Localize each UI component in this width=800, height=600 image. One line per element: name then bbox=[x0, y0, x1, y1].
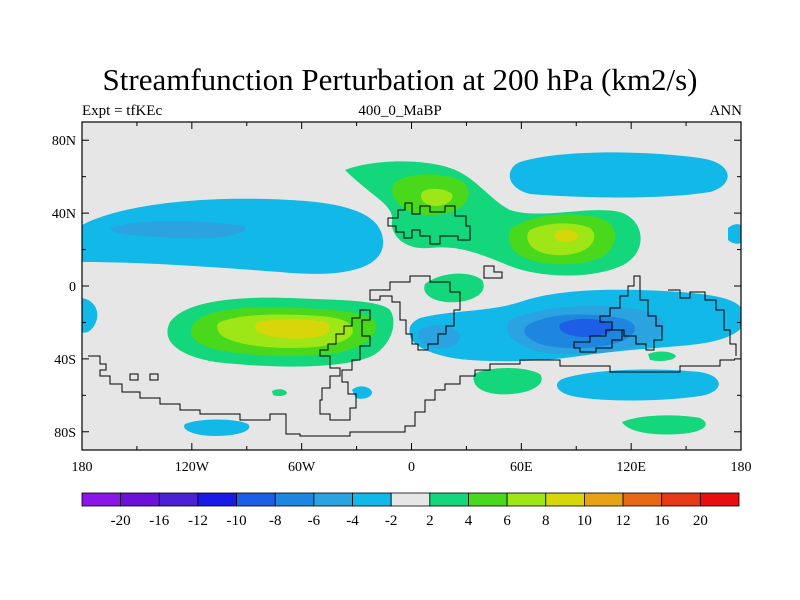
colorbar-label: -16 bbox=[149, 513, 169, 529]
colorbar-label: -20 bbox=[111, 513, 131, 529]
colorbar-label: -12 bbox=[188, 513, 208, 529]
colorbar-label: -8 bbox=[269, 513, 282, 529]
latitude-axis: 80N 40N 0 40S 80S bbox=[52, 134, 741, 441]
contour-region bbox=[417, 325, 461, 349]
lat-tick-label: 0 bbox=[69, 280, 76, 295]
colorbar-swatch bbox=[429, 492, 469, 507]
coastline-asia-pacific bbox=[599, 275, 663, 351]
coastline-island bbox=[483, 265, 503, 279]
contour-region bbox=[255, 319, 330, 339]
lon-tick-label: 120E bbox=[616, 460, 646, 475]
coastlines bbox=[88, 202, 737, 437]
colorbar-label: -10 bbox=[227, 513, 247, 529]
colorbar-swatch bbox=[197, 492, 237, 507]
colorbar-label: 16 bbox=[654, 513, 670, 529]
contour-region bbox=[728, 224, 741, 244]
contour-region bbox=[424, 273, 484, 303]
colorbar-swatch bbox=[120, 492, 160, 507]
colorbar-swatch bbox=[468, 492, 508, 507]
contour-fill-layer bbox=[82, 152, 741, 437]
contour-region bbox=[420, 188, 453, 206]
colorbar-label: 12 bbox=[616, 513, 631, 529]
contour-region bbox=[272, 389, 287, 397]
colorbar-label: 10 bbox=[577, 513, 592, 529]
season-label: ANN bbox=[709, 103, 743, 119]
longitude-axis: 180 120W 60W 0 60E 120E 180 bbox=[72, 122, 752, 475]
colorbar-swatch bbox=[584, 492, 624, 507]
coastline-island bbox=[129, 373, 159, 381]
coastline-south-america bbox=[88, 355, 735, 437]
colorbar-swatch bbox=[545, 492, 585, 507]
contour-region bbox=[110, 221, 246, 239]
colorbar-label: 6 bbox=[503, 513, 511, 529]
contour-region bbox=[509, 152, 728, 198]
colorbar-swatch bbox=[236, 492, 276, 507]
colorbar-swatch bbox=[622, 492, 663, 507]
contour-region bbox=[556, 369, 719, 401]
colorbar-swatch bbox=[274, 492, 315, 507]
contour-region bbox=[184, 419, 250, 436]
contour-region bbox=[82, 298, 98, 333]
colorbar-swatch bbox=[352, 492, 392, 507]
coastline-americas-west bbox=[319, 309, 371, 421]
contour-region bbox=[473, 368, 542, 395]
colorbar-label: -2 bbox=[385, 513, 398, 529]
lon-tick-label: 180 bbox=[731, 460, 752, 475]
coastline-australia bbox=[573, 329, 623, 353]
colorbar-label: 8 bbox=[542, 513, 550, 529]
experiment-label: Expt = tfKEc bbox=[82, 103, 163, 119]
contour-region bbox=[352, 386, 372, 399]
contour-region bbox=[648, 351, 676, 361]
contour-region bbox=[622, 415, 706, 435]
plot-title: Streamfunction Perturbation at 200 hPa (… bbox=[102, 62, 698, 97]
lat-tick-label: 40N bbox=[52, 207, 76, 222]
lon-tick-label: 60E bbox=[510, 460, 533, 475]
lat-tick-label: 80S bbox=[54, 426, 76, 441]
lat-tick-label: 40S bbox=[54, 353, 76, 368]
coastline-africa bbox=[369, 275, 461, 351]
colorbar-label: -4 bbox=[346, 513, 359, 529]
colorbar-swatch bbox=[158, 492, 199, 507]
colorbar-label: -6 bbox=[308, 513, 321, 529]
contour-region bbox=[559, 318, 614, 338]
contour-region bbox=[82, 198, 384, 274]
colorbar-swatch bbox=[661, 492, 701, 507]
colorbar-label: 2 bbox=[426, 513, 434, 529]
period-label: 400_0_MaBP bbox=[358, 103, 442, 119]
colorbar-swatch bbox=[313, 492, 353, 507]
colorbar-swatch bbox=[699, 492, 740, 507]
colorbar-label: 4 bbox=[465, 513, 473, 529]
coastline-east-pacific bbox=[668, 289, 737, 356]
colorbar-swatch bbox=[81, 492, 122, 507]
colorbar-swatch bbox=[390, 492, 431, 507]
colorbar-swatch bbox=[506, 492, 547, 507]
lon-tick-label: 180 bbox=[72, 460, 93, 475]
contour-region bbox=[554, 229, 579, 243]
colorbar-label: 20 bbox=[693, 513, 708, 529]
coastline-africa-europe bbox=[387, 202, 471, 245]
lon-tick-label: 120W bbox=[175, 460, 210, 475]
colorbar: -20 -16 -12 -10 -8 -6 -4 -2 2 4 6 8 10 12 16 20 bbox=[81, 492, 740, 529]
lon-tick-label: 0 bbox=[408, 460, 415, 475]
lon-tick-label: 60W bbox=[288, 460, 316, 475]
lat-tick-label: 80N bbox=[52, 134, 76, 149]
